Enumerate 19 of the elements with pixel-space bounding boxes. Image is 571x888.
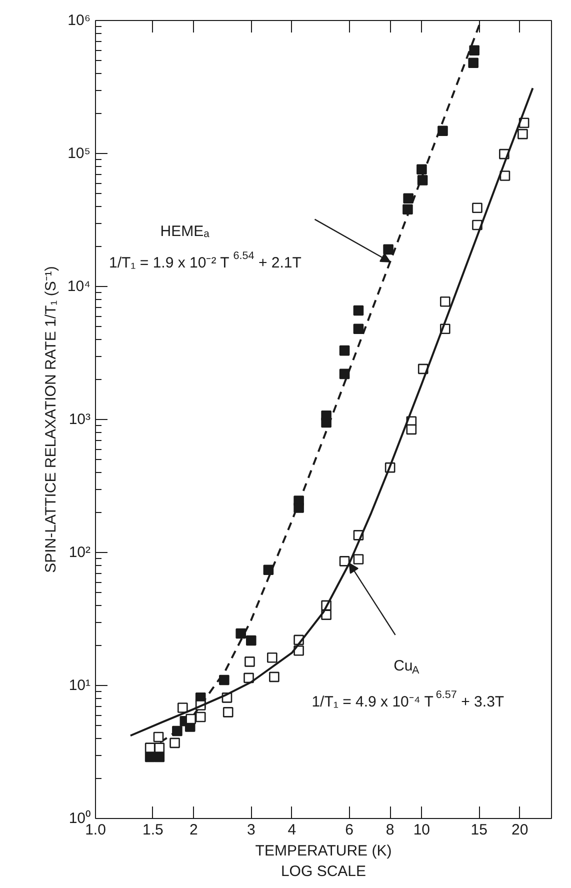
y-tick-label: 10¹ bbox=[68, 677, 91, 694]
x-tick-label: 2 bbox=[190, 822, 198, 838]
x-tick-label: 6 bbox=[345, 822, 354, 838]
x-tick-label: 4 bbox=[288, 822, 296, 838]
x-tick-label: 3 bbox=[246, 822, 256, 838]
x-tick-label: 1.0 bbox=[85, 822, 106, 838]
y-tick-label: 10⁶ bbox=[68, 12, 90, 29]
y-axis-title: SPIN-LATTICE RELAXATION RATE 1/T₁ (S⁻¹) bbox=[42, 266, 60, 573]
x-tick-label: 15 bbox=[470, 822, 488, 838]
x-axis-title: TEMPERATURE (K) LOG SCALE bbox=[255, 842, 392, 880]
x-tick-label: 10 bbox=[413, 822, 430, 838]
y-tick-label: 10⁴ bbox=[67, 278, 91, 295]
annotation: HEMEₐ bbox=[160, 222, 210, 240]
y-tick-label: 10³ bbox=[68, 411, 91, 428]
y-tick-label: 10⁵ bbox=[68, 145, 91, 162]
x-tick-label: 20 bbox=[512, 822, 528, 838]
y-tick-label: 10² bbox=[68, 544, 91, 561]
x-tick-label: 1.5 bbox=[142, 822, 164, 838]
x-tick-label: 8 bbox=[386, 822, 394, 838]
